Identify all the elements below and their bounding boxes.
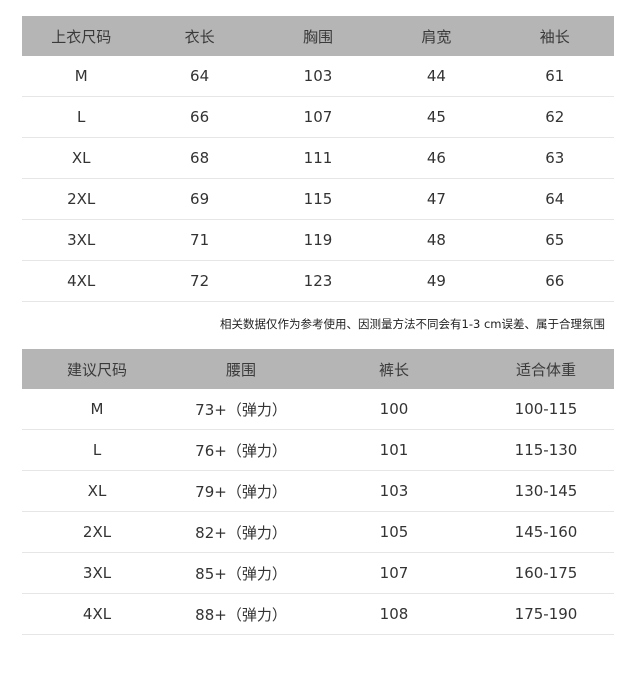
table-cell: 119: [258, 219, 378, 261]
column-header: 建议尺码: [22, 349, 172, 389]
table-cell: 66: [140, 96, 259, 138]
table-cell: 64: [140, 56, 259, 97]
bottom-size-table: 建议尺码 腰围 裤长 适合体重 M 73+（弹力） 100 100-115 L 76+（弹力） 1…: [22, 349, 614, 635]
table-cell: 4XL: [22, 260, 141, 302]
table-row: M 64 103 44 61: [22, 56, 614, 97]
table-cell: 71: [140, 219, 259, 261]
table-cell: 175-190: [478, 593, 614, 635]
table-cell: L: [22, 96, 141, 138]
table-cell: 85+（弹力）: [172, 552, 310, 594]
table-row: L 66 107 45 62: [22, 96, 614, 138]
table-cell: 145-160: [478, 511, 614, 553]
table-cell: 72: [140, 260, 259, 302]
column-header: 上衣尺码: [22, 16, 141, 56]
top-size-table: 上衣尺码 衣长 胸围 肩宽 袖长 M 64 103 44 61 L 66 107 45 62 XL 68 111…: [22, 16, 614, 302]
table-cell: 68: [140, 137, 259, 179]
table-cell: 73+（弹力）: [172, 389, 310, 430]
table-cell: 101: [310, 429, 478, 471]
table-cell: 44: [377, 56, 496, 97]
table-cell: 63: [495, 137, 614, 179]
table-cell: 47: [377, 178, 496, 220]
table-cell: 88+（弹力）: [172, 593, 310, 635]
table-row: M 73+（弹力） 100 100-115: [22, 389, 614, 430]
table-cell: 103: [258, 56, 378, 97]
table-cell: 105: [310, 511, 478, 553]
table-cell: 79+（弹力）: [172, 470, 310, 512]
table-cell: 62: [495, 96, 614, 138]
table-row: 4XL 72 123 49 66: [22, 260, 614, 302]
table-cell: 61: [495, 56, 614, 97]
table-row: 4XL 88+（弹力） 108 175-190: [22, 593, 614, 635]
table-cell: 69: [140, 178, 259, 220]
measurement-note: 相关数据仅作为参考使用、因测量方法不同会有1-3 cm误差、属于合理氛围: [220, 317, 605, 331]
table-cell: 160-175: [478, 552, 614, 594]
table-cell: 3XL: [22, 552, 172, 594]
table-cell: 66: [495, 260, 614, 302]
table-cell: 130-145: [478, 470, 614, 512]
table-row: 3XL 71 119 48 65: [22, 219, 614, 261]
table-cell: 100-115: [478, 389, 614, 430]
column-header: 适合体重: [478, 349, 614, 389]
table-cell: 64: [495, 178, 614, 220]
table-cell: 4XL: [22, 593, 172, 635]
table-cell: 123: [258, 260, 378, 302]
table-row: 3XL 85+（弹力） 107 160-175: [22, 552, 614, 594]
table-cell: 115-130: [478, 429, 614, 471]
column-header: 胸围: [258, 16, 378, 56]
table-cell: 2XL: [22, 178, 141, 220]
table-cell: 76+（弹力）: [172, 429, 310, 471]
table-row: L 76+（弹力） 101 115-130: [22, 429, 614, 471]
table-cell: 46: [377, 137, 496, 179]
table-cell: 111: [258, 137, 378, 179]
table-cell: 107: [258, 96, 378, 138]
column-header: 肩宽: [377, 16, 496, 56]
table-cell: 65: [495, 219, 614, 261]
table-cell: L: [22, 429, 172, 471]
column-header: 衣长: [140, 16, 259, 56]
table-cell: M: [22, 56, 141, 97]
table-cell: 82+（弹力）: [172, 511, 310, 553]
column-header: 腰围: [172, 349, 310, 389]
table-header-row: 上衣尺码 衣长 胸围 肩宽 袖长: [22, 16, 614, 56]
column-header: 袖长: [495, 16, 614, 56]
table-cell: M: [22, 389, 172, 430]
table-cell: XL: [22, 137, 141, 179]
table-row: XL 68 111 46 63: [22, 137, 614, 179]
table-cell: XL: [22, 470, 172, 512]
table-row: 2XL 69 115 47 64: [22, 178, 614, 220]
table-row: XL 79+（弹力） 103 130-145: [22, 470, 614, 512]
table-cell: 2XL: [22, 511, 172, 553]
table-cell: 115: [258, 178, 378, 220]
table-row: 2XL 82+（弹力） 105 145-160: [22, 511, 614, 553]
table-cell: 107: [310, 552, 478, 594]
column-header: 裤长: [310, 349, 478, 389]
table-cell: 45: [377, 96, 496, 138]
table-cell: 108: [310, 593, 478, 635]
table-cell: 103: [310, 470, 478, 512]
table-cell: 100: [310, 389, 478, 430]
table-cell: 3XL: [22, 219, 141, 261]
table-cell: 48: [377, 219, 496, 261]
table-cell: 49: [377, 260, 496, 302]
table-header-row: 建议尺码 腰围 裤长 适合体重: [22, 349, 614, 389]
